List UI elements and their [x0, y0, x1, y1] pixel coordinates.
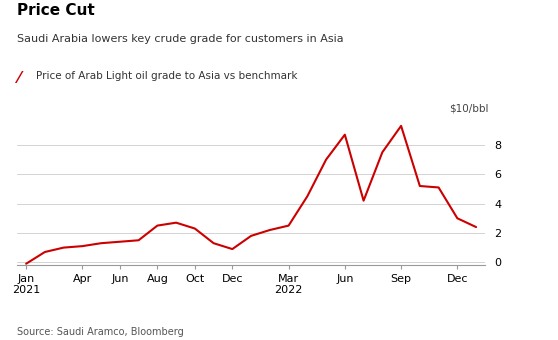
Text: Price Cut: Price Cut	[17, 3, 94, 18]
Text: ⁄: ⁄	[17, 71, 19, 86]
Text: Price of Arab Light oil grade to Asia vs benchmark: Price of Arab Light oil grade to Asia vs…	[36, 71, 298, 81]
Text: Source: Saudi Aramco, Bloomberg: Source: Saudi Aramco, Bloomberg	[17, 327, 184, 337]
Text: Saudi Arabia lowers key crude grade for customers in Asia: Saudi Arabia lowers key crude grade for …	[17, 34, 343, 44]
Text: $10/bbl: $10/bbl	[449, 104, 488, 114]
